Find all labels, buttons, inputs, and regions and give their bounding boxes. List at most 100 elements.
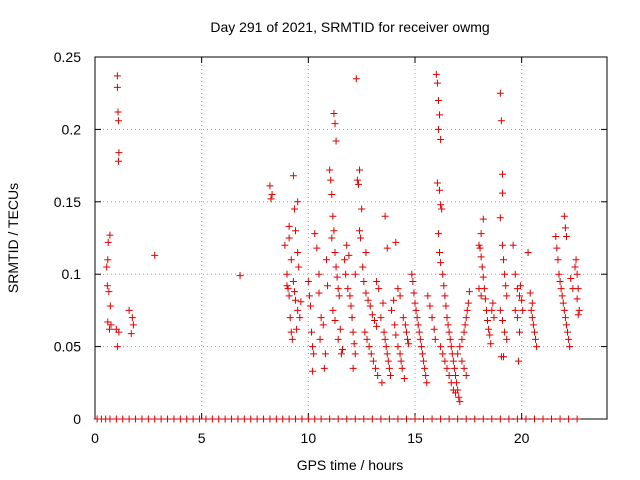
data-point [552, 233, 560, 241]
data-point [281, 241, 289, 249]
data-point [496, 89, 504, 97]
data-point [164, 415, 172, 423]
data-point [562, 321, 570, 329]
data-point [434, 96, 442, 104]
data-point [447, 343, 455, 351]
data-point [556, 415, 564, 423]
data-point [454, 350, 462, 358]
data-point [560, 306, 568, 314]
data-point [444, 321, 452, 329]
data-point [103, 282, 111, 290]
data-point [332, 137, 340, 145]
data-point [383, 350, 391, 358]
x-tick-label: 10 [301, 430, 317, 446]
data-point [452, 389, 460, 397]
data-point [414, 321, 422, 329]
data-point [104, 238, 112, 246]
data-point [461, 321, 469, 329]
data-point [422, 372, 430, 380]
data-point [463, 306, 471, 314]
data-point [565, 335, 573, 343]
data-point [360, 415, 368, 423]
data-point [437, 343, 445, 351]
data-point [304, 415, 312, 423]
data-point [496, 306, 504, 314]
data-point [106, 325, 114, 333]
data-point [460, 364, 468, 372]
data-point [386, 372, 394, 380]
data-point [228, 415, 236, 423]
data-point [151, 251, 159, 259]
data-point [377, 415, 385, 423]
data-point [372, 364, 380, 372]
data-point [289, 172, 297, 180]
data-point [335, 292, 343, 300]
data-point [354, 180, 362, 188]
x-tick-label: 5 [198, 430, 206, 446]
data-point [417, 343, 425, 351]
data-point [315, 289, 323, 297]
data-point [573, 270, 581, 278]
data-point [441, 292, 449, 300]
data-point [405, 340, 413, 348]
data-point [516, 292, 524, 300]
data-point [289, 277, 297, 285]
y-axis-label: SRMTID / TECUs [5, 183, 21, 293]
data-point [388, 306, 396, 314]
data-point [170, 415, 178, 423]
data-point [285, 222, 293, 230]
data-point [489, 299, 497, 307]
data-point [138, 415, 146, 423]
data-point [456, 398, 464, 406]
data-point [113, 343, 121, 351]
data-point [338, 345, 346, 353]
data-point [433, 179, 441, 187]
data-point [556, 277, 564, 285]
data-point [297, 298, 305, 306]
data-point [336, 325, 344, 333]
data-point [385, 364, 393, 372]
data-point [332, 263, 340, 271]
x-tick-label: 0 [91, 430, 99, 446]
data-point [486, 331, 494, 339]
data-point [501, 270, 509, 278]
data-point [362, 289, 370, 297]
data-point [351, 350, 359, 358]
data-point [423, 379, 431, 387]
data-point [443, 314, 451, 322]
data-point [432, 70, 440, 78]
data-point [290, 288, 298, 296]
data-point [268, 191, 276, 199]
data-point [202, 415, 210, 423]
data-point [500, 256, 508, 264]
y-tick-label: 0.2 [62, 121, 82, 137]
data-point [311, 415, 319, 423]
data-point [479, 215, 487, 223]
data-point [132, 415, 140, 423]
data-point [112, 415, 120, 423]
data-point [477, 292, 485, 300]
data-point [573, 295, 581, 303]
data-point [390, 296, 398, 304]
data-point [356, 227, 364, 235]
data-point [380, 328, 388, 336]
data-point [345, 251, 353, 259]
data-point [476, 244, 484, 252]
data-point [574, 311, 582, 319]
data-point [346, 292, 354, 300]
data-point [351, 270, 359, 278]
data-point [462, 314, 470, 322]
data-point [505, 415, 513, 423]
data-point [500, 353, 508, 361]
data-point [221, 415, 229, 423]
data-point [315, 270, 323, 278]
data-point [438, 205, 446, 213]
data-point [285, 415, 293, 423]
data-point [106, 231, 114, 239]
data-point [573, 415, 581, 423]
data-point [455, 393, 463, 401]
data-point [379, 299, 387, 307]
data-point [114, 117, 122, 125]
data-point [526, 289, 534, 297]
